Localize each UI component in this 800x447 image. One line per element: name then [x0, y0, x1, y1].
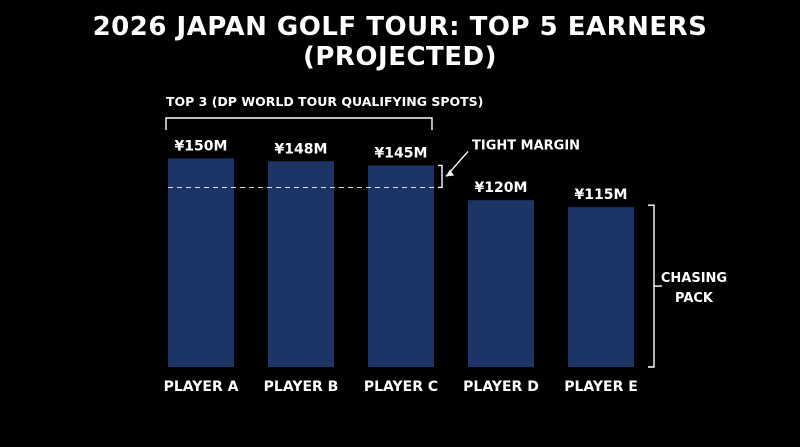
- bar-4: [468, 200, 534, 367]
- value-label: ¥120M: [475, 180, 528, 196]
- margin-bracket: [438, 164, 443, 189]
- category-label: PLAYER D: [463, 379, 539, 395]
- value-label: ¥115M: [575, 187, 628, 203]
- bar-5: [568, 207, 634, 367]
- bar-3: [368, 165, 434, 367]
- chasing-bracket: [648, 204, 655, 368]
- value-label: ¥145M: [375, 145, 428, 161]
- chart-title: 2026 JAPAN GOLF TOUR: TOP 5 EARNERS (PRO…: [92, 12, 708, 72]
- chasing-annotation: CHASING: [661, 271, 727, 286]
- bar-1: [168, 158, 234, 367]
- margin-arrowhead: [446, 169, 454, 177]
- top3-annotation: TOP 3 (DP WORLD TOUR QUALIFYING SPOTS): [166, 94, 483, 109]
- category-label: PLAYER C: [364, 379, 438, 395]
- margin-annotation: TIGHT MARGIN: [472, 138, 580, 153]
- category-label: PLAYER E: [564, 379, 638, 395]
- category-label: PLAYER A: [164, 379, 239, 395]
- chasing-annotation: PACK: [675, 291, 714, 306]
- category-label: PLAYER B: [264, 379, 339, 395]
- value-label: ¥148M: [275, 141, 328, 157]
- top3-bracket: [165, 117, 433, 130]
- bar-2: [268, 161, 334, 367]
- value-label: ¥150M: [175, 139, 228, 155]
